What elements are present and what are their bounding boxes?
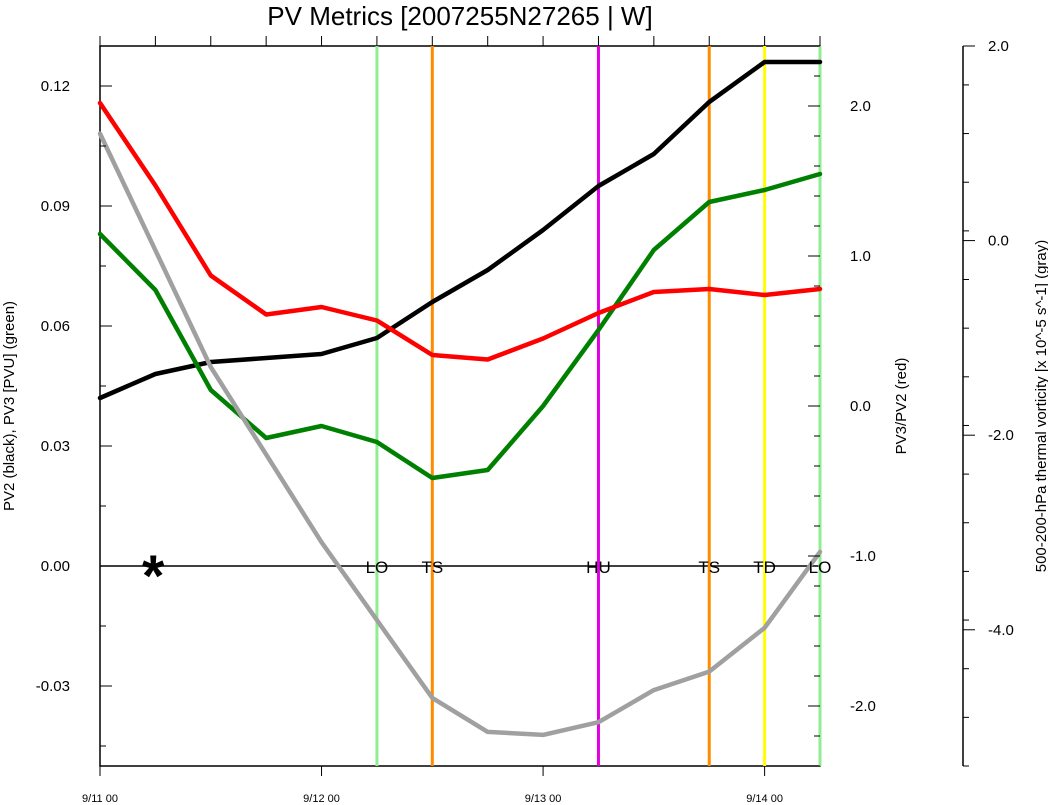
series-line-pv3 [97, 171, 823, 481]
stage-label-lo: LO [366, 558, 389, 577]
left-tick-label: 0.09 [41, 198, 70, 215]
left-axis-label: PV2 (black), PV3 [PVU] (green) [1, 301, 18, 511]
right-red-axis-label: PV3/PV2 (red) [893, 358, 910, 455]
right-red-tick-label: 2.0 [850, 98, 871, 115]
right-red-tick-label: 0.0 [850, 398, 871, 415]
x-tick-label: 9/12 00 [303, 793, 340, 805]
left-tick-label: 0.06 [41, 318, 70, 335]
stage-label-ts: TS [698, 558, 720, 577]
series-line-500-200-hpa-thermal-vorticity [97, 131, 823, 738]
left-tick-label: -0.03 [36, 678, 70, 695]
stage-label-ts: TS [421, 558, 443, 577]
stage-label-td: TD [753, 558, 776, 577]
x-tick-label: 9/14 00 [746, 793, 783, 805]
series-line-pv3-pv2 [97, 100, 823, 362]
right-gray-tick-label: 0.0 [988, 233, 1009, 250]
chart-title: PV Metrics [2007255N27265 | W] [267, 1, 652, 31]
left-tick-label: 0.00 [41, 558, 70, 575]
right-gray-axis-label: 500-200-hPa thermal vorticity [x 10^-5 s… [1033, 240, 1048, 573]
series-line-pv2 [97, 59, 823, 401]
right-red-tick-label: 1.0 [850, 248, 871, 265]
right-gray-tick-label: -4.0 [988, 622, 1014, 639]
stage-label-lo: LO [809, 558, 832, 577]
left-tick-label: 0.03 [41, 438, 70, 455]
right-red-tick-label: -2.0 [850, 698, 876, 715]
right-gray-tick-label: -2.0 [988, 427, 1014, 444]
stage-label-hu: HU [586, 558, 611, 577]
genesis-marker: * [142, 544, 165, 609]
plot-frame [99, 45, 821, 767]
x-tick-label: 9/11 00 [82, 793, 118, 805]
x-tick-label: 9/13 00 [525, 793, 562, 805]
right-red-tick-label: -1.0 [850, 548, 876, 565]
right-gray-tick-label: 2.0 [988, 38, 1009, 55]
left-tick-label: 0.12 [41, 78, 70, 95]
